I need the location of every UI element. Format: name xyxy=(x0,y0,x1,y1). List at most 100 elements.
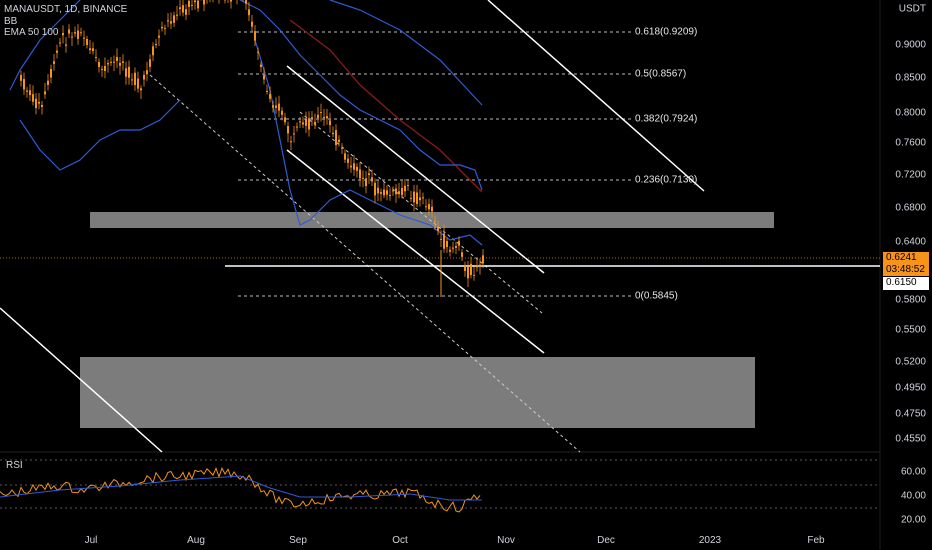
bb-upper-left xyxy=(9,0,81,91)
bb-middle xyxy=(239,0,483,191)
current-price-badge: 0.6241 xyxy=(883,252,929,264)
trend-line-lower-left xyxy=(0,307,163,453)
candle-body xyxy=(161,26,163,29)
candle-body xyxy=(191,4,193,6)
candle-body xyxy=(110,61,112,63)
price-axis-label: 0.4950 xyxy=(895,382,926,394)
candle-body xyxy=(392,190,394,192)
ema-indicator-label[interactable]: EMA 50 100 xyxy=(4,27,59,38)
candle-body xyxy=(62,32,64,36)
price-axis-label: 0.7600 xyxy=(895,137,926,149)
candle-body xyxy=(305,118,307,126)
time-axis-label: Aug xyxy=(187,535,205,546)
candle-body xyxy=(263,75,265,80)
candle-body xyxy=(302,122,304,125)
candle-body xyxy=(425,206,427,208)
candle-body xyxy=(74,32,76,34)
candle-body xyxy=(86,38,88,46)
candle-body xyxy=(47,80,49,85)
candle-body xyxy=(407,185,409,187)
candle-body xyxy=(479,264,481,267)
candle-body xyxy=(284,117,286,123)
fib-label-0: 0(0.5845) xyxy=(635,290,678,302)
time-axis-label: Nov xyxy=(497,535,515,546)
channel-bottom-line xyxy=(286,149,545,354)
candle-body xyxy=(410,197,412,199)
candle-body xyxy=(272,105,274,108)
price-axis-label: 0.9000 xyxy=(895,39,926,51)
ema-line xyxy=(289,19,483,193)
line-price-badge: 0.6150 xyxy=(883,277,929,290)
candle-body xyxy=(248,9,250,16)
fib-label-0382: 0.382(0.7924) xyxy=(635,113,698,125)
candle-body xyxy=(92,48,94,52)
candle-body xyxy=(173,15,175,23)
candle-body xyxy=(416,192,418,204)
candle-body xyxy=(146,70,148,75)
candle-body xyxy=(404,185,406,192)
candle-body xyxy=(170,21,172,24)
candle-body xyxy=(260,64,262,67)
candle-body xyxy=(182,5,184,13)
symbol-label[interactable]: MANAUSDT, 1D, BINANCE xyxy=(4,4,128,15)
time-axis-label: Sep xyxy=(289,535,307,546)
price-axis-label: 0.7200 xyxy=(895,169,926,181)
rsi-level-60: 60.00 xyxy=(900,466,926,478)
fib-label-0236: 0.236(0.7130) xyxy=(635,174,698,186)
candle-body xyxy=(311,117,313,119)
candle-body xyxy=(119,62,121,66)
candle-body xyxy=(35,98,37,109)
candle-body xyxy=(44,91,46,95)
price-axis-label: 0.5200 xyxy=(895,356,926,368)
chart-legend: MANAUSDT, 1D, BINANCE BB EMA 50 100 xyxy=(4,4,127,39)
candle-body xyxy=(443,233,445,249)
time-axis-label: Jul xyxy=(84,535,98,546)
candle-body xyxy=(332,132,334,135)
candle-body xyxy=(359,169,361,179)
time-axis-label: Dec xyxy=(597,535,615,546)
bb-indicator-label[interactable]: BB xyxy=(4,15,18,27)
candle-body xyxy=(380,192,382,194)
candle-body xyxy=(167,20,169,22)
trend-line-upper xyxy=(487,0,705,192)
candle-body xyxy=(452,247,454,249)
candle-body xyxy=(41,104,43,107)
candle-body xyxy=(431,206,433,212)
channel-top-line xyxy=(286,65,545,274)
candle-body xyxy=(440,238,442,240)
candle-body xyxy=(71,36,73,38)
candle-body xyxy=(23,78,25,90)
candle-body xyxy=(122,61,124,63)
candle-body xyxy=(293,133,295,135)
candle-body xyxy=(326,116,328,119)
candle-body xyxy=(455,246,457,248)
candle-body xyxy=(314,121,316,125)
candle-body xyxy=(383,189,385,196)
candle-body xyxy=(230,0,232,2)
candle-body xyxy=(389,194,391,196)
candle-body xyxy=(188,0,190,7)
candle-body xyxy=(125,68,127,77)
candle-body xyxy=(344,153,346,160)
candle-body xyxy=(158,35,160,38)
candle-body xyxy=(437,226,439,231)
candle-body xyxy=(38,101,40,104)
candle-body xyxy=(428,204,430,210)
candle-body xyxy=(128,66,130,78)
candle-body xyxy=(461,252,463,257)
fib-label-05: 0.5(0.8567) xyxy=(635,68,687,80)
candle-body xyxy=(290,141,292,143)
candle-body xyxy=(329,120,331,126)
candle-body xyxy=(308,118,310,130)
candle-body xyxy=(251,21,253,27)
candle-body xyxy=(266,90,268,92)
candle-body xyxy=(80,32,82,34)
demand-zone xyxy=(80,357,755,428)
candle-body xyxy=(137,78,139,89)
candle-body xyxy=(287,126,289,134)
time-axis-label: Oct xyxy=(392,535,408,546)
candle-body xyxy=(353,163,355,170)
rsi-label[interactable]: RSI xyxy=(6,460,23,471)
